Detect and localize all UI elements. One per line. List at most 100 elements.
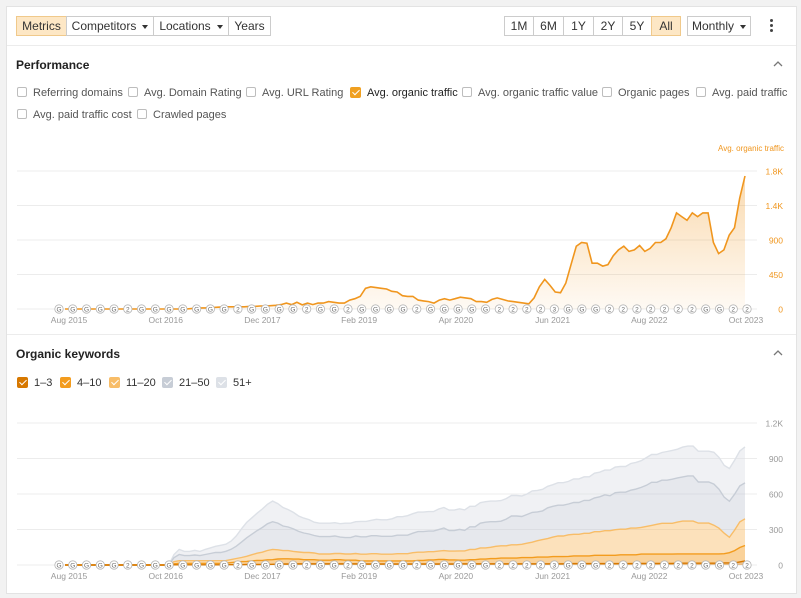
annotation-marker-circle bbox=[370, 560, 381, 570]
annotation-marker-label: 2 bbox=[525, 307, 529, 314]
chevron-up-icon[interactable] bbox=[773, 350, 783, 356]
annotation-marker: 2 bbox=[632, 560, 642, 570]
interval-dropdown[interactable]: Monthly bbox=[687, 16, 751, 36]
annotation-marker: G bbox=[54, 560, 64, 570]
annotation-marker-label: G bbox=[469, 307, 474, 314]
annotation-marker: G bbox=[370, 560, 381, 570]
annotation-marker-label: G bbox=[277, 563, 282, 570]
annotation-marker-label: G bbox=[290, 307, 295, 314]
annotation-marker: G bbox=[439, 560, 449, 570]
range-1m-button[interactable]: 1M bbox=[504, 16, 534, 36]
annotation-marker-label: G bbox=[483, 307, 488, 314]
range-1y-button[interactable]: 1Y bbox=[563, 16, 594, 36]
annotation-marker: 2 bbox=[604, 304, 615, 314]
range-5y-button[interactable]: 5Y bbox=[622, 16, 652, 36]
metric-referring-domains[interactable]: Referring domains bbox=[17, 87, 123, 101]
annotation-marker: G bbox=[329, 560, 339, 570]
annotation-marker-circle bbox=[632, 304, 642, 314]
x-tick-label: Aug 2022 bbox=[631, 571, 668, 581]
annotation-marker: G bbox=[467, 560, 477, 570]
metric-crawled-pages[interactable]: Crawled pages bbox=[137, 109, 226, 123]
y-tick-label: 600 bbox=[769, 490, 783, 500]
legend-4-10[interactable]: 4–10 bbox=[60, 376, 101, 391]
annotation-marker-circle bbox=[549, 304, 559, 314]
x-tick-label: Oct 2016 bbox=[148, 571, 183, 581]
annotation-marker-label: 2 bbox=[126, 307, 130, 314]
kebab-menu-icon[interactable] bbox=[767, 19, 775, 33]
checkbox-checked-icon bbox=[60, 376, 71, 388]
annotation-marker: G bbox=[480, 304, 491, 314]
annotation-marker-label: G bbox=[277, 307, 282, 314]
annotation-marker-label: G bbox=[70, 307, 75, 314]
annotation-marker-circle bbox=[370, 304, 381, 314]
annotation-marker-label: 2 bbox=[731, 563, 735, 570]
annotation-marker-circle bbox=[659, 304, 670, 314]
tab-locations[interactable]: Locations bbox=[153, 16, 229, 36]
tab-competitors[interactable]: Competitors bbox=[66, 16, 154, 36]
annotation-marker: G bbox=[192, 560, 202, 570]
range-6m-button[interactable]: 6M bbox=[533, 16, 564, 36]
annotation-marker: G bbox=[288, 560, 298, 570]
annotation-marker-circle bbox=[687, 560, 697, 570]
chevron-up-icon[interactable] bbox=[773, 61, 783, 67]
annotation-marker-label: G bbox=[387, 563, 392, 570]
organic-keywords-chart[interactable]: 1.2K 900 600 300 0 G G G G G 2 G G G G G G G 2 G G G G 2 G G 2 G G G G… bbox=[7, 399, 796, 589]
annotation-marker-label: G bbox=[139, 307, 144, 314]
annotation-marker: 2 bbox=[659, 304, 670, 314]
metric-avg-organic-traffic-value[interactable]: Avg. organic traffic value bbox=[462, 87, 598, 101]
annotation-marker-circle bbox=[535, 304, 546, 314]
annotation-marker: G bbox=[205, 560, 215, 570]
annotation-marker: 2 bbox=[494, 560, 504, 570]
tab-years[interactable]: Years bbox=[228, 16, 271, 36]
annotation-marker: G bbox=[453, 304, 463, 314]
annotation-marker: 2 bbox=[343, 560, 353, 570]
metric-avg-url-rating[interactable]: Avg. URL Rating bbox=[246, 87, 343, 101]
metric-avg-paid-traffic[interactable]: Avg. paid traffic bbox=[696, 87, 787, 101]
annotation-marker-label: G bbox=[566, 563, 571, 570]
annotation-marker-circle bbox=[260, 560, 270, 570]
annotation-marker-circle bbox=[467, 304, 477, 314]
organic-traffic-chart[interactable]: 1.8K 1.4K 900 450 0 Avg. organic traffic G G G G G… bbox=[7, 133, 796, 333]
annotation-marker: G bbox=[164, 560, 174, 570]
metric-organic-pages[interactable]: Organic pages bbox=[602, 87, 690, 101]
annotation-marker-circle bbox=[357, 560, 367, 570]
annotation-marker-label: G bbox=[318, 307, 323, 314]
annotation-marker-label: G bbox=[400, 563, 405, 570]
legend-51-plus[interactable]: 51+ bbox=[216, 376, 252, 391]
legend-1-3[interactable]: 1–3 bbox=[17, 376, 52, 391]
annotation-marker-label: G bbox=[263, 307, 268, 314]
annotation-marker-label: G bbox=[139, 563, 144, 570]
annotation-marker-circle bbox=[95, 560, 105, 570]
metric-avg-organic-traffic[interactable]: Avg. organic traffic bbox=[350, 86, 458, 101]
annotation-marker: G bbox=[425, 560, 436, 570]
annotation-marker: 2 bbox=[742, 304, 752, 314]
annotation-marker-circle bbox=[178, 560, 188, 570]
x-tick-label: Oct 2023 bbox=[729, 315, 764, 325]
range-all-button[interactable]: All bbox=[651, 16, 681, 36]
range-2y-button[interactable]: 2Y bbox=[593, 16, 623, 36]
x-tick-label: Aug 2015 bbox=[51, 315, 88, 325]
tab-metrics[interactable]: Metrics bbox=[16, 16, 67, 36]
annotation-marker-label: 2 bbox=[635, 307, 639, 314]
section-divider bbox=[7, 334, 796, 335]
annotation-marker: 2 bbox=[123, 304, 133, 314]
annotation-marker-label: 3 bbox=[553, 307, 557, 314]
annotation-marker-circle bbox=[343, 560, 353, 570]
annotation-marker-label: G bbox=[442, 563, 447, 570]
annotation-marker: G bbox=[192, 304, 202, 314]
annotation-marker-circle bbox=[274, 560, 284, 570]
annotation-marker-circle bbox=[687, 304, 697, 314]
legend-11-20[interactable]: 11–20 bbox=[109, 376, 156, 391]
annotation-marker-circle bbox=[54, 560, 64, 570]
annotation-marker-circle bbox=[247, 560, 257, 570]
legend-21-50[interactable]: 21–50 bbox=[162, 376, 210, 391]
annotation-marker-circle bbox=[591, 560, 601, 570]
metric-avg-paid-traffic-cost[interactable]: Avg. paid traffic cost bbox=[17, 109, 132, 123]
metric-avg-domain-rating[interactable]: Avg. Domain Rating bbox=[128, 87, 242, 101]
annotation-marker-circle bbox=[247, 304, 257, 314]
annotation-marker-label: G bbox=[194, 307, 199, 314]
annotation-marker-label: G bbox=[56, 307, 61, 314]
annotation-marker: 2 bbox=[687, 304, 697, 314]
annotation-marker-circle bbox=[123, 560, 133, 570]
annotation-marker-label: 2 bbox=[608, 563, 612, 570]
